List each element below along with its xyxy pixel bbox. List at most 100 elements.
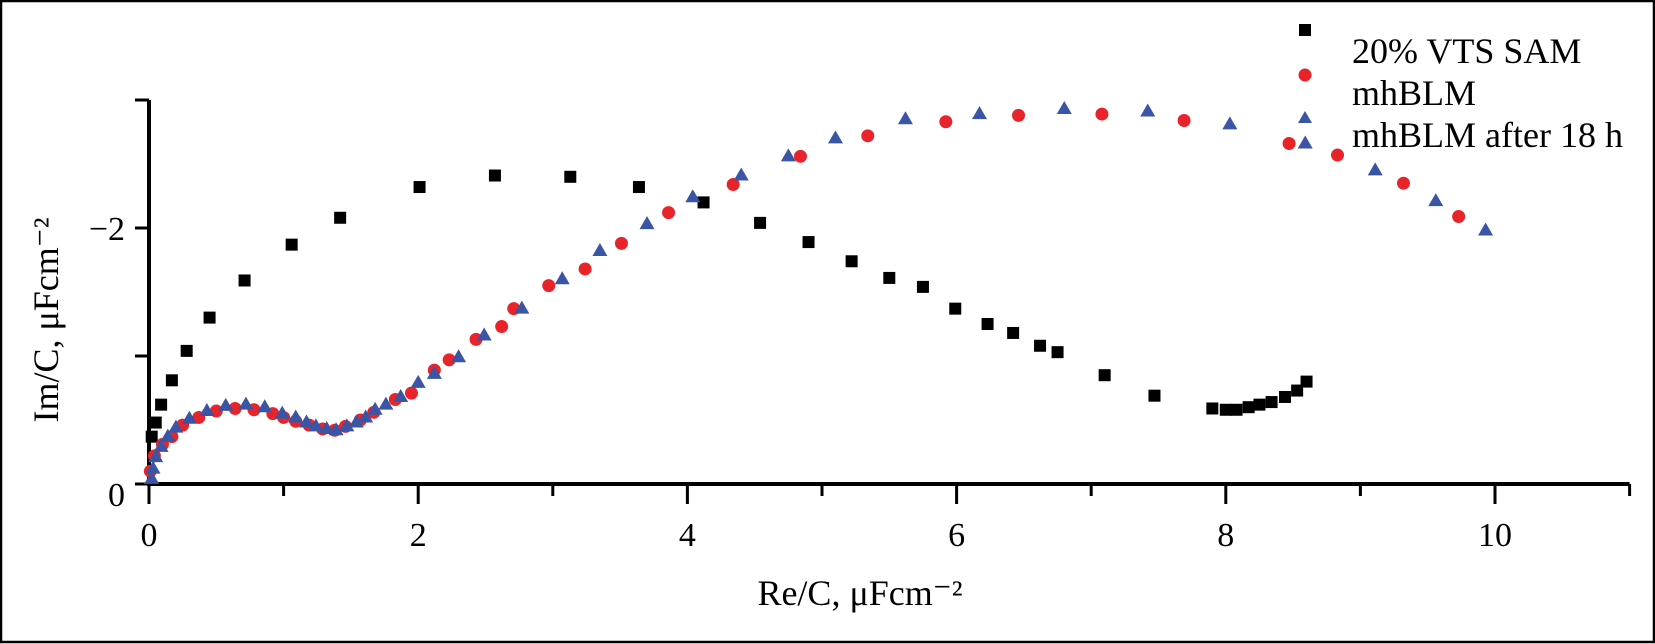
data-point-triangle: [733, 167, 749, 181]
data-point-square: [754, 216, 767, 229]
data-point-triangle: [971, 106, 987, 120]
data-point-triangle: [1222, 116, 1238, 130]
data-point-square: [949, 302, 962, 315]
data-point-triangle: [426, 365, 442, 379]
data-point-square: [165, 374, 178, 387]
y-axis-label: Im/C, μFcm⁻²: [26, 217, 66, 422]
data-point-triangle: [308, 418, 324, 432]
data-point-circle: [662, 206, 676, 220]
y-tick-label: 0: [108, 477, 125, 514]
data-point-triangle: [288, 409, 304, 423]
data-point-triangle: [328, 422, 344, 436]
data-point-triangle: [1297, 135, 1313, 149]
data-point-square: [802, 236, 815, 249]
data-point-triangle: [639, 216, 655, 230]
data-point-triangle: [685, 189, 701, 203]
data-point-triangle: [218, 397, 234, 411]
x-tick-label: 10: [1478, 517, 1512, 554]
data-point-triangle: [476, 327, 492, 341]
data-point-circle: [578, 262, 592, 276]
data-point-triangle: [451, 349, 467, 363]
data-point-triangle: [827, 130, 843, 144]
legend-marker-20-vts-sam: [1299, 24, 1311, 36]
data-point-square: [1206, 402, 1219, 415]
data-point-triangle: [274, 405, 290, 419]
data-point-triangle: [514, 300, 530, 314]
data-point-square: [203, 311, 216, 324]
data-point-square: [155, 398, 168, 411]
data-point-circle: [793, 149, 807, 163]
data-point-triangle: [168, 419, 184, 433]
data-point-square: [1051, 346, 1064, 359]
data-point-triangle: [1367, 162, 1383, 176]
data-point-triangle: [554, 271, 570, 285]
data-point-triangle: [298, 414, 314, 428]
data-point-square: [145, 430, 158, 443]
data-point-triangle: [378, 396, 394, 410]
data-point-triangle: [144, 470, 160, 484]
data-point-circle: [542, 279, 556, 293]
x-tick-label: 2: [410, 517, 427, 554]
data-point-square: [845, 255, 858, 268]
data-point-square: [413, 181, 426, 194]
legend-marker-mhblm: [1298, 68, 1312, 82]
data-point-circle: [1177, 113, 1191, 127]
data-point-square: [883, 271, 896, 284]
data-point-square: [564, 170, 577, 183]
data-point-triangle: [410, 374, 426, 388]
data-point-square: [334, 211, 347, 224]
data-point-triangle: [780, 148, 796, 162]
data-point-triangle: [319, 420, 335, 434]
data-point-triangle: [199, 403, 215, 417]
data-point-square: [1148, 389, 1161, 402]
data-point-circle: [1452, 209, 1466, 223]
data-point-triangle: [153, 438, 169, 452]
x-tick-label: 4: [679, 517, 696, 554]
x-tick-label: 6: [948, 517, 965, 554]
legend-marker-mhblm-after-18h: [1298, 111, 1312, 123]
legend: 20% VTS SAM mhBLM mhBLM after 18 h: [1298, 24, 1623, 155]
data-point-square: [1098, 369, 1111, 382]
data-point-circle: [726, 177, 740, 191]
data-point-circle: [939, 115, 953, 129]
data-point-circle: [1396, 176, 1410, 190]
data-point-square: [981, 318, 994, 330]
data-point-triangle: [339, 418, 355, 432]
data-point-square: [1242, 401, 1255, 414]
data-point-triangle: [145, 460, 161, 474]
data-point-circle: [861, 129, 875, 143]
data-point-triangle: [897, 111, 913, 125]
data-point-triangle: [592, 243, 608, 257]
data-point-circle: [1095, 107, 1109, 121]
data-point-circle: [495, 320, 509, 334]
data-marks: [143, 100, 1494, 484]
data-point-circle: [1282, 137, 1296, 151]
x-tick-label: 0: [141, 517, 158, 554]
data-point-circle: [404, 386, 418, 400]
data-point-square: [1230, 403, 1243, 416]
data-point-square: [1300, 375, 1313, 388]
data-point-triangle: [148, 449, 164, 463]
data-point-circle: [614, 236, 628, 250]
data-point-square: [1253, 398, 1266, 411]
legend-label-mhblm-after-18h: mhBLM after 18 h: [1352, 115, 1623, 155]
data-point-circle: [228, 401, 242, 415]
data-point-square: [488, 169, 501, 182]
data-point-triangle: [367, 401, 383, 415]
data-point-triangle: [1056, 100, 1072, 114]
legend-label-mhblm: mhBLM: [1352, 73, 1476, 113]
data-point-triangle: [257, 399, 273, 413]
x-tick-label: 8: [1217, 517, 1234, 554]
legend-label-20-vts-sam: 20% VTS SAM: [1352, 31, 1581, 71]
data-point-square: [697, 196, 710, 209]
series-0: [145, 169, 1313, 443]
x-axis-label: Re/C, μFcm⁻²: [757, 573, 962, 613]
data-point-square: [1219, 403, 1232, 416]
data-point-triangle: [160, 428, 176, 442]
data-point-triangle: [348, 414, 364, 428]
data-point-square: [149, 416, 162, 429]
data-point-square: [1279, 390, 1292, 403]
data-point-triangle: [1478, 222, 1494, 236]
data-point-square: [285, 238, 298, 251]
